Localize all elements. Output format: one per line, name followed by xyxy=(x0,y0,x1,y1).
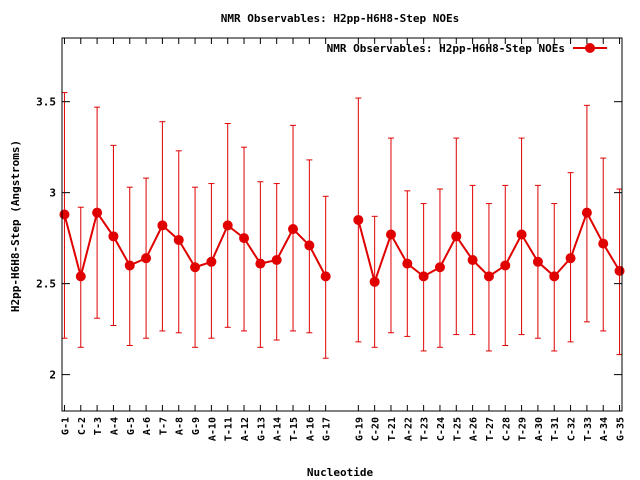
data-point xyxy=(92,207,103,218)
data-point xyxy=(353,214,364,225)
y-tick-label: 3.5 xyxy=(36,96,56,109)
data-point xyxy=(190,262,201,273)
data-point xyxy=(500,260,511,271)
plot-frame xyxy=(61,37,623,412)
data-point xyxy=(75,271,86,282)
x-axis-ticks: G-1 C-2 T-3 A-4 G-5 A-6 T-7 A-8 G-9 A-10 T-11 A-12 G… xyxy=(60,38,627,441)
x-tick-label: G-1 xyxy=(60,417,71,435)
x-tick-label: T-3 xyxy=(93,417,104,435)
x-tick-label: T-23 xyxy=(420,417,431,441)
data-point xyxy=(549,271,560,282)
data-point xyxy=(516,229,527,240)
legend: NMR Observables: H2pp-H6H8-Step NOEs xyxy=(327,42,607,55)
data-point xyxy=(483,271,494,282)
error-bars xyxy=(61,92,623,359)
x-tick-label: T-33 xyxy=(583,417,594,441)
data-point xyxy=(451,231,462,242)
x-tick-label: T-11 xyxy=(224,417,235,441)
x-tick-label: G-19 xyxy=(354,417,365,441)
data-point xyxy=(467,254,478,265)
x-tick-label: A-8 xyxy=(175,417,186,435)
x-tick-label: A-4 xyxy=(109,417,120,435)
x-tick-label: T-27 xyxy=(485,417,496,441)
x-tick-label: C-20 xyxy=(371,417,382,441)
y-tick-label: 2 xyxy=(49,369,56,382)
data-point xyxy=(402,258,413,269)
x-tick-label: G-9 xyxy=(191,417,202,435)
data-point xyxy=(239,233,250,244)
legend-marker xyxy=(585,43,595,53)
x-tick-label: C-24 xyxy=(436,417,447,441)
x-tick-label: A-10 xyxy=(207,417,218,441)
data-point xyxy=(304,240,315,251)
data-point xyxy=(124,260,135,271)
chart-title: NMR Observables: H2pp-H6H8-Step NOEs xyxy=(221,12,459,25)
x-axis-label: Nucleotide xyxy=(307,466,374,479)
data-point xyxy=(532,256,543,267)
data-point xyxy=(320,271,331,282)
y-axis-label: H2pp-H6H8-Step (Angstroms) xyxy=(9,140,22,312)
data-points xyxy=(59,207,625,287)
data-point xyxy=(385,229,396,240)
x-tick-label: A-6 xyxy=(142,417,153,435)
data-point xyxy=(614,265,625,276)
x-tick-label: G-35 xyxy=(616,417,627,441)
legend-label: NMR Observables: H2pp-H6H8-Step NOEs xyxy=(327,42,565,55)
x-tick-label: G-13 xyxy=(256,417,267,441)
x-tick-label: A-14 xyxy=(273,417,284,441)
x-tick-label: T-15 xyxy=(289,417,300,441)
data-point xyxy=(222,220,233,231)
x-tick-label: C-32 xyxy=(567,417,578,441)
y-tick-label: 3 xyxy=(49,187,56,200)
x-tick-label: A-16 xyxy=(305,417,316,441)
x-tick-label: A-12 xyxy=(240,417,251,441)
data-point xyxy=(288,224,299,235)
x-tick-label: A-34 xyxy=(599,417,610,441)
data-point xyxy=(59,209,70,220)
x-tick-label: G-5 xyxy=(126,417,137,435)
y-axis-ticks: 2 2.5 3 3.5 xyxy=(36,96,622,382)
x-tick-label: A-26 xyxy=(469,417,480,441)
x-tick-label: T-25 xyxy=(452,417,463,441)
x-tick-label: C-2 xyxy=(77,417,88,435)
y-tick-label: 2.5 xyxy=(36,278,56,291)
x-tick-label: A-30 xyxy=(534,417,545,441)
x-tick-label: C-28 xyxy=(501,417,512,441)
x-tick-label: G-17 xyxy=(322,417,333,441)
data-point xyxy=(255,258,266,269)
data-point xyxy=(565,253,576,264)
x-tick-label: T-29 xyxy=(518,417,529,441)
data-point xyxy=(434,262,445,273)
data-point xyxy=(598,238,609,249)
series-lines xyxy=(63,210,621,286)
x-tick-label: T-7 xyxy=(158,417,169,435)
data-point xyxy=(581,207,592,218)
data-point xyxy=(173,234,184,245)
x-tick-label: T-21 xyxy=(387,417,398,441)
data-point xyxy=(141,253,152,264)
x-tick-label: A-22 xyxy=(403,417,414,441)
data-point xyxy=(271,254,282,265)
data-point xyxy=(418,271,429,282)
data-point xyxy=(157,220,168,231)
data-point xyxy=(369,276,380,287)
data-point xyxy=(108,231,119,242)
data-point xyxy=(206,256,217,267)
x-tick-label: T-31 xyxy=(550,417,561,441)
